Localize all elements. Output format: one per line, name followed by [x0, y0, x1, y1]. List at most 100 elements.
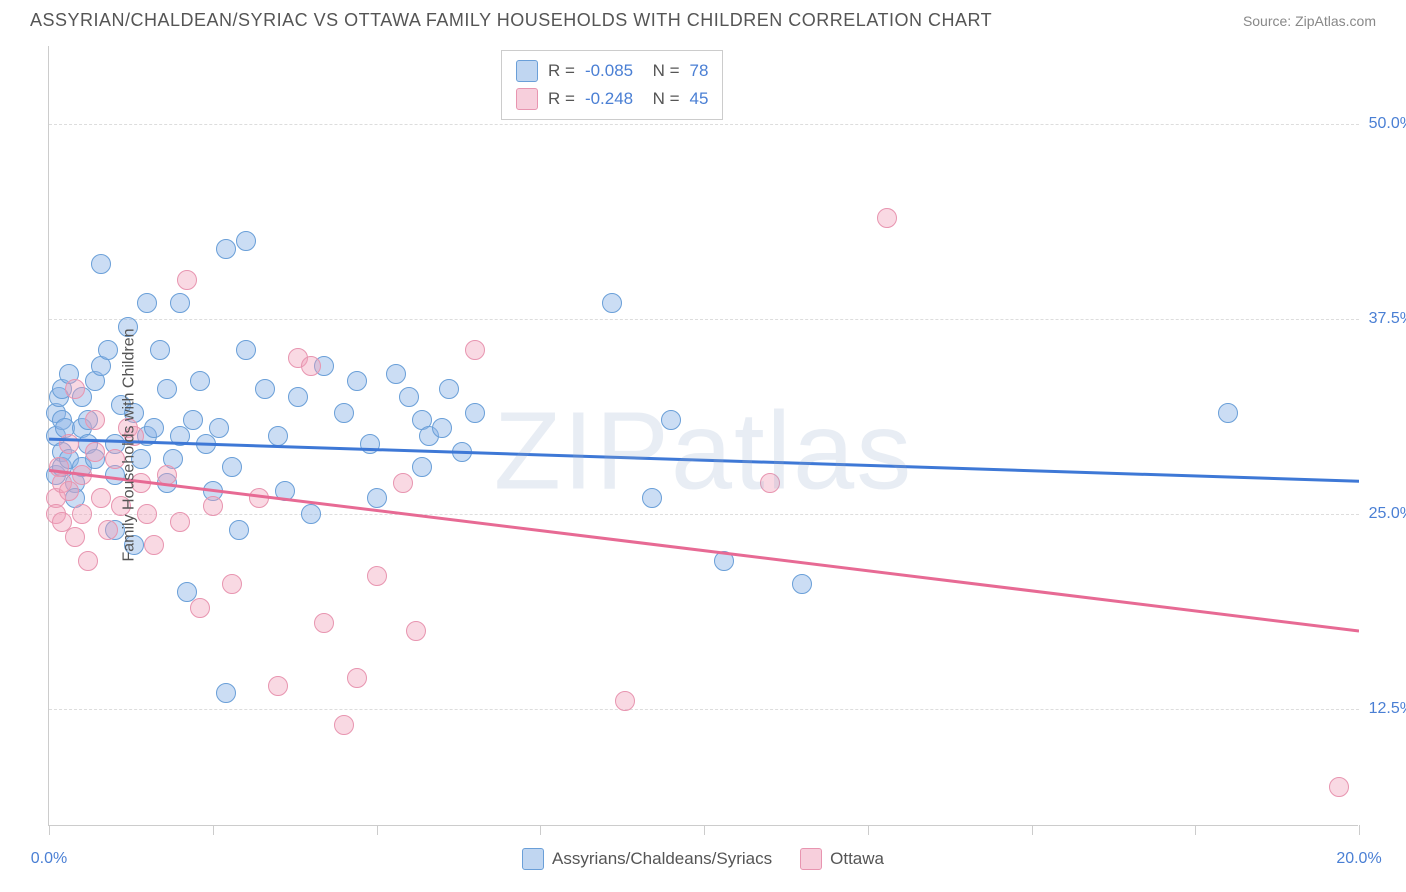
data-point: [249, 488, 269, 508]
data-point: [268, 676, 288, 696]
data-point: [255, 379, 275, 399]
data-point: [216, 239, 236, 259]
data-point: [334, 403, 354, 423]
data-point: [183, 410, 203, 430]
x-tick: [540, 825, 541, 835]
n-label: N =: [643, 85, 679, 113]
chart-container: ZIPatlas R = -0.085 N = 78 R = -0.248 N …: [48, 46, 1378, 846]
data-point: [144, 418, 164, 438]
data-point: [170, 426, 190, 446]
data-point: [386, 364, 406, 384]
swatch-a-icon: [516, 60, 538, 82]
data-point: [91, 254, 111, 274]
data-point: [615, 691, 635, 711]
data-point: [465, 403, 485, 423]
data-point: [268, 426, 288, 446]
gridline: [49, 319, 1359, 320]
legend: Assyrians/Chaldeans/Syriacs Ottawa: [0, 848, 1406, 870]
swatch-b-icon: [516, 88, 538, 110]
data-point: [877, 208, 897, 228]
data-point: [65, 527, 85, 547]
data-point: [209, 418, 229, 438]
swatch-a-icon: [522, 848, 544, 870]
stats-row-a: R = -0.085 N = 78: [516, 57, 708, 85]
data-point: [602, 293, 622, 313]
stats-box: R = -0.085 N = 78 R = -0.248 N = 45: [501, 50, 723, 120]
data-point: [792, 574, 812, 594]
chart-header: ASSYRIAN/CHALDEAN/SYRIAC VS OTTAWA FAMIL…: [0, 0, 1406, 31]
data-point: [465, 340, 485, 360]
y-tick-label: 50.0%: [1369, 115, 1406, 133]
x-tick: [1195, 825, 1196, 835]
legend-item-b: Ottawa: [800, 848, 884, 870]
data-point: [190, 371, 210, 391]
n-label: N =: [643, 57, 679, 85]
data-point: [661, 410, 681, 430]
data-point: [275, 481, 295, 501]
data-point: [222, 457, 242, 477]
y-tick-label: 12.5%: [1369, 700, 1406, 718]
data-point: [334, 715, 354, 735]
data-point: [196, 434, 216, 454]
gridline: [49, 514, 1359, 515]
data-point: [439, 379, 459, 399]
data-point: [216, 683, 236, 703]
y-tick-label: 25.0%: [1369, 505, 1406, 523]
data-point: [85, 442, 105, 462]
swatch-b-icon: [800, 848, 822, 870]
data-point: [190, 598, 210, 618]
trend-line: [49, 439, 1359, 481]
data-point: [157, 379, 177, 399]
data-point: [301, 504, 321, 524]
data-point: [85, 410, 105, 430]
data-point: [301, 356, 321, 376]
data-point: [314, 613, 334, 633]
x-tick: [704, 825, 705, 835]
data-point: [98, 520, 118, 540]
data-point: [347, 668, 367, 688]
data-point: [78, 551, 98, 571]
watermark: ZIPatlas: [494, 388, 913, 515]
data-point: [144, 535, 164, 555]
data-point: [150, 340, 170, 360]
data-point: [137, 293, 157, 313]
r-value-b: -0.248: [585, 85, 633, 113]
data-point: [65, 379, 85, 399]
x-tick: [1032, 825, 1033, 835]
stats-row-b: R = -0.248 N = 45: [516, 85, 708, 113]
data-point: [170, 512, 190, 532]
data-point: [229, 520, 249, 540]
x-tick: [49, 825, 50, 835]
data-point: [1329, 777, 1349, 797]
legend-label-a: Assyrians/Chaldeans/Syriacs: [552, 849, 772, 869]
data-point: [157, 465, 177, 485]
n-value-a: 78: [690, 57, 709, 85]
r-label: R =: [548, 85, 575, 113]
gridline: [49, 709, 1359, 710]
data-point: [72, 465, 92, 485]
x-tick: [213, 825, 214, 835]
data-point: [760, 473, 780, 493]
chart-title: ASSYRIAN/CHALDEAN/SYRIAC VS OTTAWA FAMIL…: [30, 10, 992, 31]
data-point: [452, 442, 472, 462]
data-point: [412, 457, 432, 477]
data-point: [360, 434, 380, 454]
data-point: [137, 504, 157, 524]
data-point: [642, 488, 662, 508]
data-point: [170, 293, 190, 313]
data-point: [203, 496, 223, 516]
y-tick-label: 37.5%: [1369, 310, 1406, 328]
trend-line: [49, 470, 1359, 631]
data-point: [367, 566, 387, 586]
source-label: Source: ZipAtlas.com: [1243, 13, 1376, 29]
legend-label-b: Ottawa: [830, 849, 884, 869]
plot-area: ZIPatlas R = -0.085 N = 78 R = -0.248 N …: [48, 46, 1358, 826]
data-point: [236, 340, 256, 360]
data-point: [288, 387, 308, 407]
data-point: [714, 551, 734, 571]
data-point: [72, 504, 92, 524]
legend-item-a: Assyrians/Chaldeans/Syriacs: [522, 848, 772, 870]
data-point: [236, 231, 256, 251]
r-label: R =: [548, 57, 575, 85]
r-value-a: -0.085: [585, 57, 633, 85]
